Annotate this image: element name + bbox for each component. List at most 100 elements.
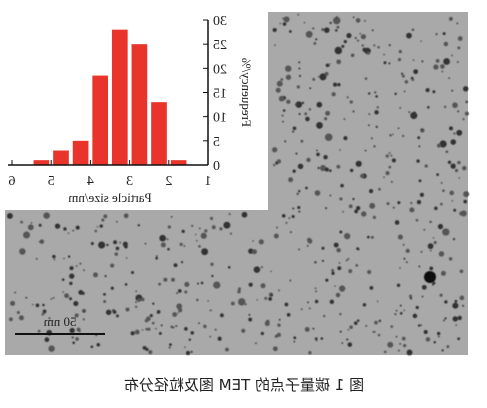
particle: [356, 319, 360, 322]
particle: [308, 108, 312, 111]
particle: [78, 330, 81, 333]
particle: [415, 218, 419, 222]
particle: [260, 331, 264, 336]
particle: [331, 92, 336, 97]
bar: [53, 150, 69, 165]
particle: [308, 351, 312, 355]
particle: [307, 238, 313, 244]
particle: [405, 248, 410, 253]
particle: [295, 152, 298, 155]
particle: [429, 266, 434, 271]
particle: [432, 237, 435, 239]
particle: [171, 277, 175, 282]
particle: [282, 22, 287, 26]
particle: [298, 61, 301, 64]
particle: [355, 264, 359, 267]
particle: [391, 133, 394, 136]
particle: [325, 207, 328, 210]
x-tick-label: 4: [87, 174, 94, 189]
particle: [334, 83, 337, 87]
particle: [238, 298, 246, 306]
particle: [25, 296, 28, 299]
particle: [241, 328, 246, 333]
particle: [452, 102, 458, 109]
particle: [445, 150, 449, 154]
particle: [142, 345, 147, 350]
particle: [113, 240, 118, 245]
particle: [415, 305, 419, 310]
particle: [73, 301, 79, 307]
particle: [305, 30, 313, 38]
particle: [348, 204, 353, 209]
particle: [196, 298, 199, 302]
particle: [82, 269, 85, 272]
particle: [397, 234, 403, 240]
particle: [316, 121, 323, 129]
particle: [436, 173, 439, 177]
particle: [454, 299, 458, 303]
particle: [53, 258, 56, 261]
particle: [295, 101, 303, 108]
particle: [244, 303, 247, 306]
particle: [371, 29, 374, 32]
particle: [335, 49, 339, 53]
particle: [450, 139, 457, 145]
particle: [69, 297, 73, 301]
y-tick-label: 15: [213, 87, 227, 102]
particle: [378, 319, 382, 323]
particle: [168, 346, 171, 349]
particle: [170, 325, 174, 329]
particle: [385, 171, 390, 176]
particle: [198, 245, 201, 248]
particle: [195, 239, 198, 242]
particle: [349, 100, 353, 104]
particle: [328, 63, 331, 65]
particle: [210, 216, 214, 221]
particle: [306, 157, 311, 163]
y-tick-label: 10: [213, 111, 227, 126]
particle: [436, 143, 442, 148]
particle: [368, 124, 370, 127]
particle: [167, 247, 170, 251]
particle: [296, 85, 300, 89]
particle: [425, 337, 431, 342]
particle: [413, 111, 416, 114]
particle: [315, 290, 317, 293]
particle: [397, 127, 400, 130]
particle: [429, 220, 432, 224]
particle: [72, 341, 76, 345]
particle: [124, 283, 128, 286]
bar: [72, 140, 89, 165]
particle: [180, 261, 184, 264]
particle: [140, 297, 145, 302]
particle: [177, 289, 182, 293]
particle: [228, 213, 231, 216]
particle: [323, 314, 326, 318]
particle: [112, 310, 117, 314]
caption: 图 1 碳量子点的 TEM 图及粒径分布: [124, 376, 364, 394]
particle: [278, 95, 285, 102]
particle: [459, 269, 464, 274]
particle: [398, 50, 402, 54]
particle: [412, 59, 415, 62]
particle: [444, 300, 448, 304]
particle: [211, 274, 214, 278]
particle: [298, 74, 302, 78]
particle: [280, 78, 284, 81]
particle: [175, 324, 178, 328]
particle: [391, 158, 396, 163]
particle: [324, 27, 330, 33]
y-axis-label: Frequency/%: [239, 58, 254, 127]
particle: [48, 345, 55, 352]
particle: [356, 39, 360, 42]
particle: [376, 106, 379, 109]
particle: [398, 201, 400, 204]
particle: [103, 299, 107, 303]
particle: [364, 77, 368, 80]
particle: [27, 224, 34, 231]
particle: [369, 285, 374, 290]
particle: [434, 206, 438, 211]
particle: [453, 208, 457, 212]
particle: [297, 13, 300, 16]
particle: [213, 281, 221, 289]
